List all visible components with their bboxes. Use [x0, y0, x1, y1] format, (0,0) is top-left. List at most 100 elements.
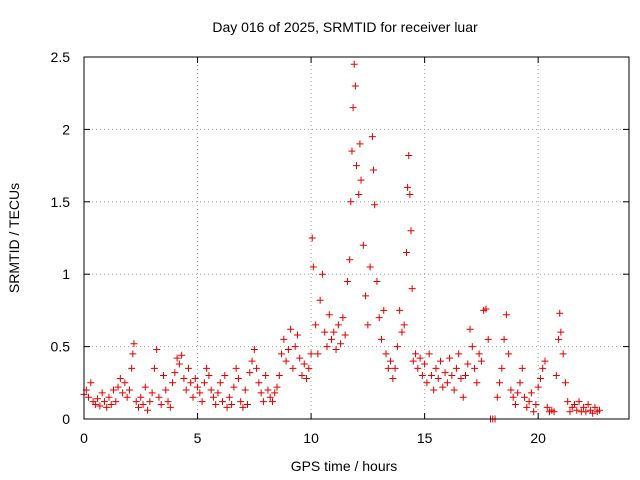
data-point [266, 393, 274, 401]
data-point [343, 277, 351, 285]
data-point [116, 374, 124, 382]
data-point [423, 379, 431, 387]
data-point [539, 364, 547, 372]
data-point [462, 372, 469, 380]
data-point [351, 82, 359, 90]
x-tick-label: 20 [530, 430, 546, 446]
data-point [356, 140, 364, 148]
data-point [341, 331, 349, 339]
data-point [561, 379, 569, 387]
data-point [264, 386, 272, 394]
data-point [493, 393, 501, 401]
data-point [207, 386, 215, 394]
data-point [259, 398, 267, 406]
data-point [148, 389, 156, 397]
data-point [144, 406, 152, 414]
data-point [366, 263, 374, 271]
data-point [175, 360, 183, 368]
data-point [406, 191, 414, 199]
data-point [169, 379, 177, 387]
data-point [457, 374, 465, 382]
data-point [505, 350, 513, 358]
data-point [434, 374, 442, 382]
data-point [507, 386, 515, 394]
data-point [173, 354, 181, 362]
data-point [221, 372, 229, 380]
data-point [180, 374, 188, 382]
data-point [408, 285, 416, 293]
data-point [189, 393, 197, 401]
data-point [566, 408, 574, 416]
data-point [223, 403, 231, 411]
data-point [300, 360, 308, 368]
data-point [580, 403, 588, 411]
y-tick-label: 2.5 [51, 49, 71, 65]
data-point [518, 364, 526, 372]
data-point [273, 383, 281, 391]
data-point [94, 395, 102, 403]
data-point [389, 374, 397, 382]
data-point [216, 379, 224, 387]
data-point [427, 372, 435, 380]
data-point [321, 328, 329, 336]
data-point [282, 357, 290, 365]
chart-title: Day 016 of 2025, SRMTID for receiver lua… [212, 19, 478, 35]
data-point [370, 166, 378, 174]
data-point [432, 364, 440, 372]
data-point [166, 403, 174, 411]
data-point [178, 351, 186, 359]
data-point [584, 401, 592, 409]
data-point [234, 374, 242, 382]
data-point [339, 314, 347, 322]
data-point [496, 379, 504, 387]
data-point [241, 386, 249, 394]
data-point [325, 311, 333, 319]
data-point [128, 364, 136, 372]
data-point [110, 386, 118, 394]
data-point [380, 306, 388, 314]
data-point [359, 241, 367, 249]
data-point [448, 372, 456, 380]
data-point [541, 357, 549, 365]
data-point [239, 403, 247, 411]
data-point [308, 234, 316, 242]
data-point [412, 350, 420, 358]
plot-frame [83, 56, 630, 420]
data-point [96, 402, 104, 410]
data-point [468, 343, 476, 351]
data-point [521, 393, 529, 401]
data-point [349, 104, 357, 112]
data-point [135, 403, 142, 411]
data-point [307, 350, 315, 358]
data-point [514, 389, 522, 397]
data-point [112, 398, 120, 406]
data-point [107, 401, 115, 409]
data-point [312, 321, 320, 329]
data-point [225, 393, 233, 401]
data-point [350, 60, 358, 68]
x-tick-label: 10 [303, 430, 319, 446]
data-point [471, 364, 479, 372]
data-point [527, 389, 535, 397]
y-axis-label: SRMTID / TECUs [6, 183, 22, 293]
data-point [525, 398, 533, 406]
data-point [85, 393, 93, 401]
data-point [407, 227, 415, 235]
data-point [550, 408, 558, 416]
data-point [87, 379, 95, 387]
data-point [103, 403, 111, 411]
data-point [309, 263, 317, 271]
data-point [530, 408, 538, 416]
data-point [159, 372, 167, 380]
data-point [464, 360, 472, 368]
data-point [446, 354, 454, 362]
data-point [484, 335, 492, 343]
data-point [164, 398, 172, 406]
data-point [253, 364, 261, 372]
data-point [347, 198, 355, 206]
data-point [409, 357, 417, 365]
data-point [396, 306, 404, 314]
data-point [362, 292, 370, 300]
data-point [523, 403, 531, 411]
